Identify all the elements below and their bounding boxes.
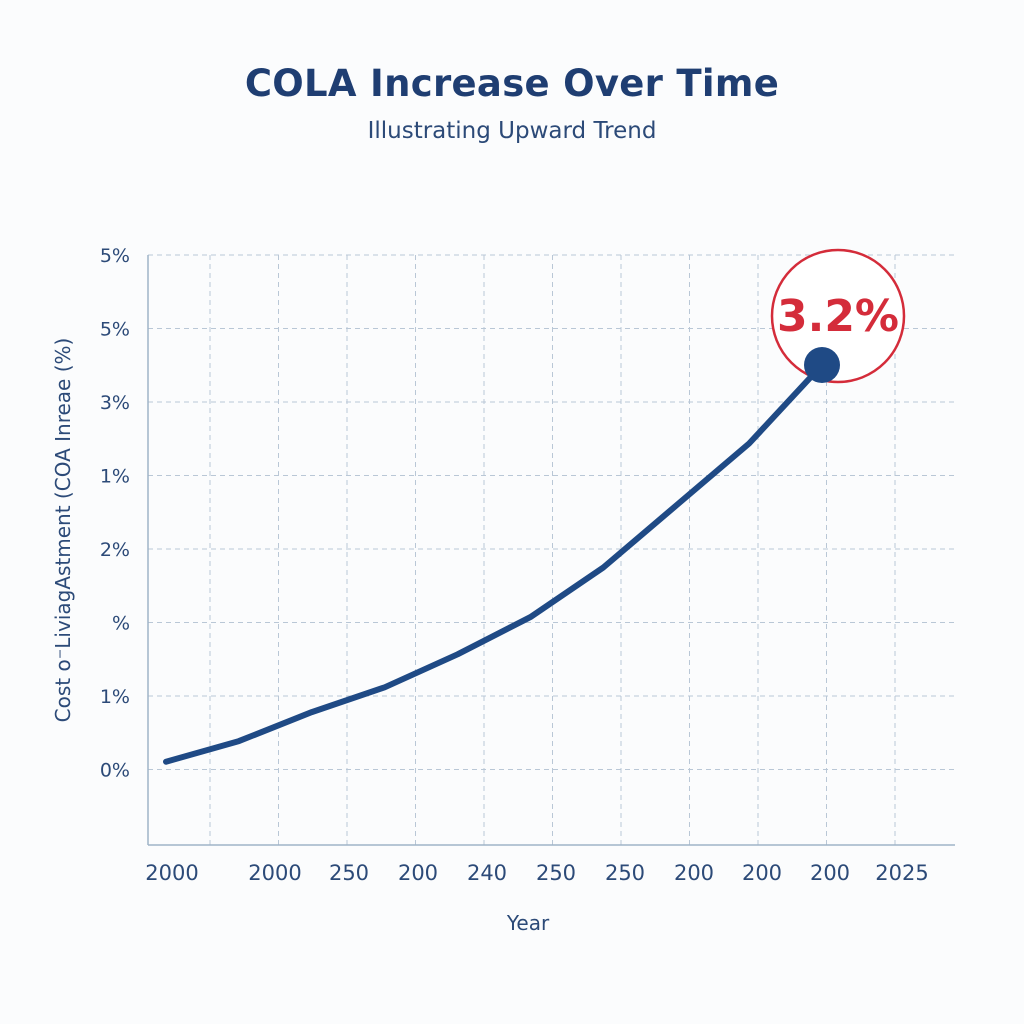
x-tick-label: 200	[810, 861, 850, 885]
y-tick-label: %	[112, 613, 130, 635]
highlight-point	[804, 347, 840, 383]
x-tick-label: 240	[467, 861, 507, 885]
y-tick-label: 0%	[100, 760, 130, 782]
y-tick-label: 5%	[100, 319, 130, 341]
y-axis-ticks: 5% 5% 3% 1% 2%% 1% 0%	[100, 245, 130, 782]
x-tick-label: 2000	[248, 861, 301, 885]
x-axis-label: Year	[506, 911, 550, 935]
x-tick-label: 250	[536, 861, 576, 885]
series-line	[163, 362, 825, 765]
x-tick-label: 200	[742, 861, 782, 885]
axes	[147, 255, 955, 846]
y-tick-label: 3%	[100, 392, 130, 414]
x-tick-label: 200	[398, 861, 438, 885]
series	[163, 362, 825, 765]
x-tick-label: 2025	[875, 861, 928, 885]
highlight-callout: 3.2%	[770, 248, 906, 384]
x-tick-label: 200	[674, 861, 714, 885]
y-axis-label: Cost o⁻LiviagAstment (COA Inreae (%)	[51, 338, 75, 723]
x-tick-label: 250	[329, 861, 369, 885]
y-tick-label: 1%	[100, 686, 130, 708]
x-tick-label: 250	[605, 861, 645, 885]
chart-title: COLA Increase Over Time	[244, 62, 780, 105]
highlight-value-label: 3.2%	[777, 291, 899, 342]
y-tick-label: 2%	[100, 539, 130, 561]
chart-subtitle: Illustrating Upward Trend	[367, 118, 657, 144]
highlight-ring	[770, 248, 906, 384]
y-tick-label: 5%	[100, 245, 130, 267]
y-tick-label: 1%	[100, 466, 130, 488]
x-tick-label: 2000	[145, 861, 198, 885]
x-axis-ticks: 2000 2000 250 200 240 250 250 200 200 200 2025	[145, 861, 928, 885]
